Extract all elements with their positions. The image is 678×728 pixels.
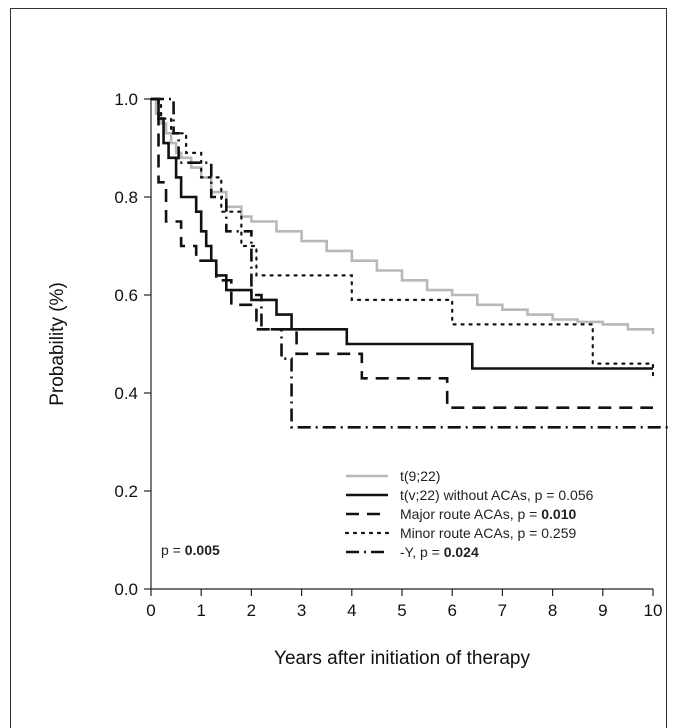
x-tick-label: 8 [548, 601, 557, 620]
series-line-2 [151, 97, 653, 370]
x-tick-label: 0 [146, 601, 155, 620]
legend: t(9;22) t(v;22) without ACAs, p = 0.056 Ma… [344, 468, 594, 560]
x-tick-label: 1 [196, 601, 205, 620]
legend-label-text: t(v;22) without ACAs, p = [400, 487, 558, 503]
x-tick-label: 6 [447, 601, 456, 620]
x-tick-label: 7 [498, 601, 507, 620]
series-line-3 [151, 97, 653, 409]
legend-label-2: t(v;22) without ACAs, p = 0.056 [400, 487, 594, 503]
x-tick-label: 5 [397, 601, 406, 620]
y-tick-label: 1.0 [114, 90, 138, 109]
overall-p-value: p = 0.005 [161, 542, 220, 558]
legend-label-3: Major route ACAs, p = 0.010 [400, 506, 576, 522]
series-line-5 [151, 97, 668, 429]
legend-label-text: t(9;22) [400, 468, 440, 484]
figure-frame: 0 1 2 3 4 5 6 7 8 9 10 0.0 0.2 0.4 0.6 0.8 1.0 Years aft… [10, 8, 668, 728]
legend-label-1: t(9;22) [400, 468, 440, 484]
x-tick-label: 9 [598, 601, 607, 620]
legend-label-4: Minor route ACAs, p = 0.259 [400, 525, 576, 541]
legend-label-text: Major route ACAs, p = [400, 506, 541, 522]
x-tick-label: 4 [347, 601, 356, 620]
x-tick-label: 10 [644, 601, 663, 620]
legend-label-text: -Y, p = [400, 544, 444, 560]
legend-p-value: 0.024 [444, 544, 479, 560]
overall-p-number: 0.005 [185, 542, 220, 558]
overall-p-prefix: p = [161, 542, 185, 558]
survival-chart: 0 1 2 3 4 5 6 7 8 9 10 0.0 0.2 0.4 0.6 0.8 1.0 Years aft… [47, 90, 668, 669]
series-lines [149, 97, 668, 429]
tick-labels: 0 1 2 3 4 5 6 7 8 9 10 0.0 0.2 0.4 0.6 0.8 1.0 [114, 90, 662, 620]
x-tick-label: 2 [247, 601, 256, 620]
legend-label-text: Minor route ACAs, p = [400, 525, 541, 541]
y-tick-label: 0.4 [114, 384, 138, 403]
legend-p-value: 0.010 [541, 506, 576, 522]
series-line-4 [149, 97, 655, 380]
x-tick-label: 3 [297, 601, 306, 620]
y-tick-label: 0.6 [114, 286, 138, 305]
series-line-1 [151, 97, 655, 335]
y-tick-label: 0.8 [114, 188, 138, 207]
y-axis-title: Probability (%) [47, 282, 68, 406]
y-tick-label: 0.0 [114, 580, 138, 599]
legend-p-value: 0.259 [541, 525, 576, 541]
legend-label-5: -Y, p = 0.024 [400, 544, 479, 560]
x-axis-title: Years after initiation of therapy [274, 648, 530, 669]
legend-p-value: 0.056 [558, 487, 593, 503]
y-tick-label: 0.2 [114, 482, 138, 501]
